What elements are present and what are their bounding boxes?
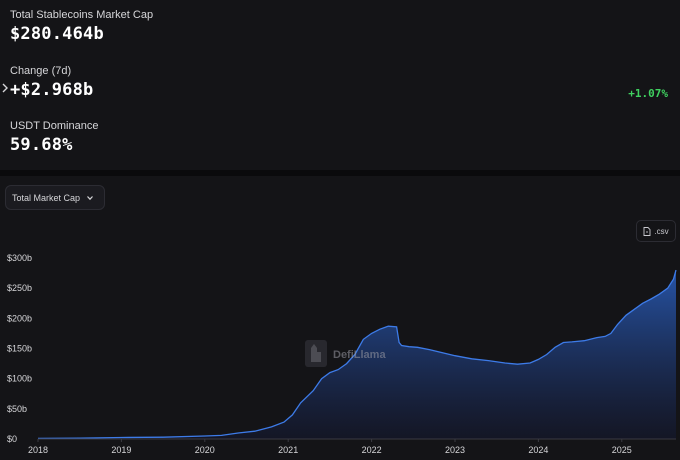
y-tick-label: $200b [7, 313, 32, 323]
x-tick-label: 2019 [111, 445, 131, 455]
download-csv-button[interactable]: .csv [636, 220, 676, 242]
x-tick-label: 2023 [445, 445, 465, 455]
y-tick-label: $100b [7, 374, 32, 384]
watermark-text: DefiLlama [333, 349, 386, 361]
change-label: Change (7d) [10, 65, 72, 77]
llama-logo-icon [305, 340, 327, 367]
market-cap-area [38, 270, 676, 439]
y-tick-label: $0 [7, 434, 17, 444]
y-tick-label: $250b [7, 283, 32, 293]
divider [0, 170, 680, 176]
y-tick-label: $50b [7, 404, 27, 414]
chevron-right-icon[interactable] [1, 83, 9, 93]
x-tick-label: 2024 [528, 445, 548, 455]
csv-label: .csv [654, 226, 669, 236]
chart-type-label: Total Market Cap [12, 192, 81, 203]
market-cap-chart[interactable]: $0 $50b $100b $150b $200b $250b $300b 2018 2019… [0, 176, 680, 460]
x-tick-label: 2018 [28, 445, 48, 455]
dominance-value: 59.68% [10, 135, 73, 155]
watermark: DefiLlama [305, 340, 386, 367]
market-cap-line [37, 269, 677, 440]
file-icon [643, 226, 651, 236]
y-tick-label: $150b [7, 344, 32, 354]
market-cap-label: Total Stablecoins Market Cap [10, 9, 154, 21]
stats-panel: Total Stablecoins Market Cap $280.464b C… [0, 0, 680, 170]
market-cap-value: $280.464b [10, 24, 104, 44]
y-tick-label: $300b [7, 253, 32, 263]
x-tick-label: 2020 [195, 445, 215, 455]
change-value: +$2.968b [10, 80, 94, 100]
chevron-down-icon [87, 195, 93, 200]
y-axis: $0 $50b $100b $150b $200b $250b $300b [7, 253, 32, 444]
x-axis: 2018 2019 2020 2021 2022 2023 2024 2025 [28, 439, 632, 455]
chart-panel: Total Market Cap .csv $0 $50b $100b $150b $2… [0, 176, 680, 460]
x-tick-label: 2021 [278, 445, 298, 455]
dominance-label: USDT Dominance [10, 120, 99, 132]
change-percent: +1.07% [628, 87, 668, 100]
chart-type-selector[interactable]: Total Market Cap [5, 185, 106, 210]
x-tick-label: 2022 [362, 445, 382, 455]
x-tick-label: 2025 [612, 445, 632, 455]
